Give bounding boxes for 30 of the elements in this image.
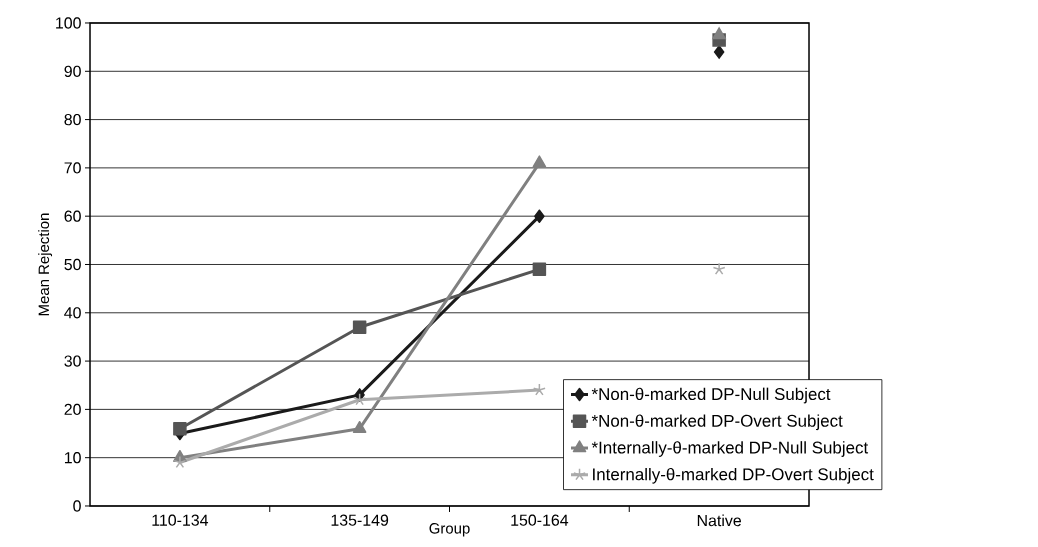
point — [534, 209, 545, 223]
y-tick-label: 70 — [64, 162, 81, 174]
y-tick-label: 60 — [64, 210, 81, 222]
point — [352, 320, 367, 335]
y-tick-label: 100 — [56, 17, 81, 29]
x-tick-label: 110-134 — [152, 514, 209, 526]
x-tick-label: 135-149 — [331, 514, 389, 526]
point — [532, 155, 547, 168]
point — [173, 455, 187, 469]
y-tick-label: 90 — [64, 65, 81, 77]
point — [532, 262, 547, 277]
x-tick-label: 150-164 — [511, 514, 569, 526]
point — [532, 383, 546, 396]
y-tick-label: 0 — [73, 500, 81, 512]
point — [173, 421, 187, 436]
y-tick-label: 50 — [64, 258, 81, 271]
point — [352, 420, 367, 433]
y-tick-label: 80 — [64, 113, 81, 126]
legend-label: *Internally-θ-marked DP-Null Subject — [591, 441, 869, 457]
legend-label: Internally-θ-marked DP-Overt Subject — [593, 467, 874, 484]
x-tick-label: Native — [697, 514, 742, 527]
point — [353, 392, 367, 406]
y-tick-label: 20 — [64, 403, 81, 416]
x-axis-title: Group — [429, 523, 470, 537]
y-tick-label: 40 — [64, 307, 81, 319]
y-tick-label: 10 — [64, 452, 81, 464]
y-axis-title: Mean Rejection — [38, 213, 53, 316]
legend-label: *Non-θ-marked DP-Overt Subject — [591, 414, 843, 431]
legend-label: *Non-θ-marked DP-Null Subject — [591, 387, 831, 404]
y-tick-label: 30 — [64, 355, 81, 367]
